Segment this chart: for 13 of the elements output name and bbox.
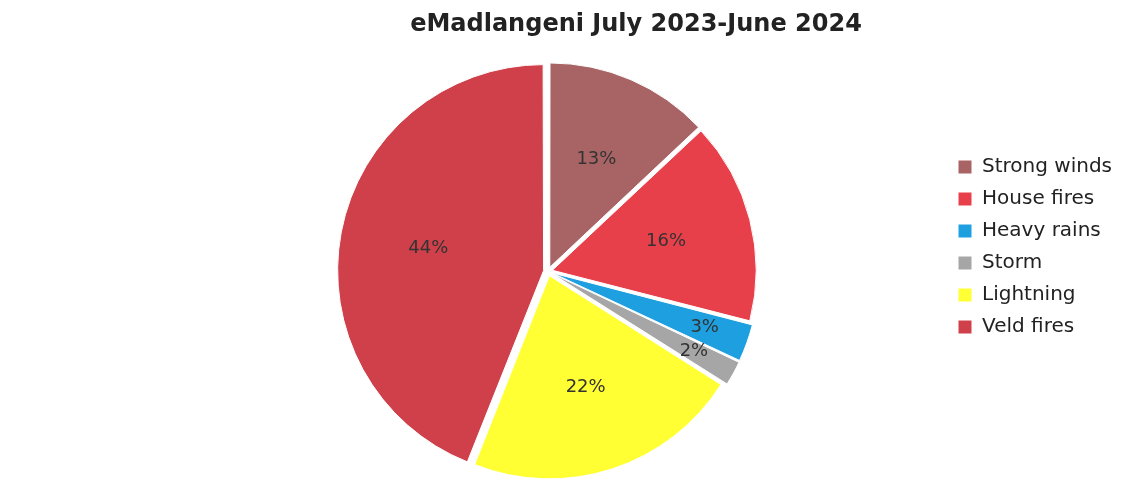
data-label: 22% <box>565 374 606 396</box>
data-label: 3% <box>690 315 719 337</box>
legend-label: Lightning <box>982 281 1076 306</box>
data-label: 44% <box>408 236 449 258</box>
legend-label: House fires <box>982 185 1095 210</box>
legend-label: Heavy rains <box>982 217 1101 242</box>
data-label: 2% <box>679 339 709 361</box>
data-label: 16% <box>646 228 687 250</box>
chart-title: eMadlangeni July 2023-June 2024 <box>410 8 862 37</box>
legend-label: Strong winds <box>982 153 1113 178</box>
legend-label: Veld fires <box>982 313 1075 338</box>
legend-label: Storm <box>982 249 1043 274</box>
data-label: 13% <box>576 147 617 169</box>
